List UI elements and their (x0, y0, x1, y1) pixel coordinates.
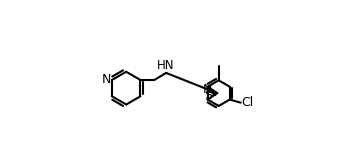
Text: N: N (203, 83, 212, 96)
Text: HN: HN (157, 59, 175, 72)
Text: S: S (204, 89, 212, 102)
Text: N: N (102, 73, 111, 86)
Text: Cl: Cl (242, 96, 254, 109)
